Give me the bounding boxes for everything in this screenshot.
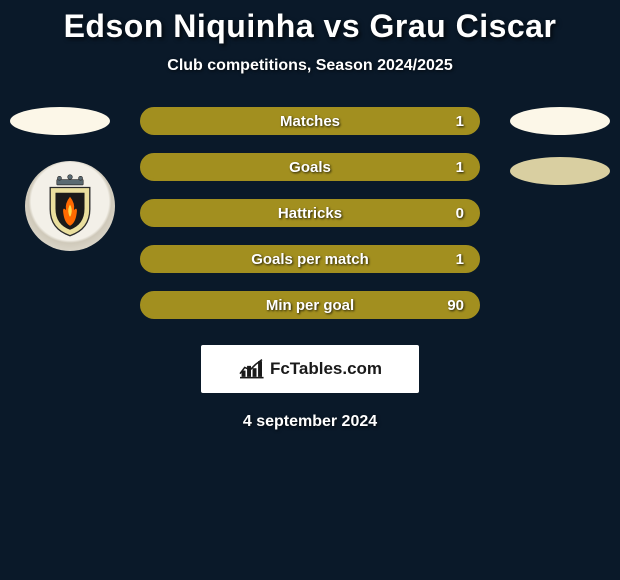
stat-row: Goals 1 — [140, 153, 480, 181]
stat-rows: Matches 1 Goals 1 Hattricks 0 Goals per match 1… — [140, 107, 480, 319]
stat-value: 1 — [456, 251, 464, 268]
stat-row: Matches 1 — [140, 107, 480, 135]
stat-row: Goals per match 1 — [140, 245, 480, 273]
infographic-container: Edson Niquinha vs Grau Ciscar Club compe… — [0, 0, 620, 431]
stat-label: Goals per match — [251, 251, 369, 268]
stats-area: Matches 1 Goals 1 Hattricks 0 Goals per match 1… — [0, 107, 620, 319]
placeholder-ellipse-right-1 — [510, 107, 610, 135]
update-date: 4 september 2024 — [0, 413, 620, 431]
stat-value: 1 — [456, 113, 464, 130]
brand-label: FcTables.com — [270, 359, 382, 379]
stat-label: Matches — [280, 113, 340, 130]
placeholder-ellipse-left — [10, 107, 110, 135]
brand-box: FcTables.com — [201, 345, 419, 393]
stat-row: Min per goal 90 — [140, 291, 480, 319]
placeholder-ellipse-right-2 — [510, 157, 610, 185]
stat-row: Hattricks 0 — [140, 199, 480, 227]
page-title: Edson Niquinha vs Grau Ciscar — [0, 8, 620, 45]
stat-value: 1 — [456, 159, 464, 176]
stat-value: 90 — [447, 297, 464, 314]
stat-label: Hattricks — [278, 205, 342, 222]
subtitle: Club competitions, Season 2024/2025 — [0, 57, 620, 75]
club-badge — [25, 161, 115, 251]
club-crest-icon — [37, 173, 103, 239]
bar-chart-icon — [238, 358, 264, 380]
stat-label: Goals — [289, 159, 331, 176]
stat-label: Min per goal — [266, 297, 354, 314]
stat-value: 0 — [456, 205, 464, 222]
